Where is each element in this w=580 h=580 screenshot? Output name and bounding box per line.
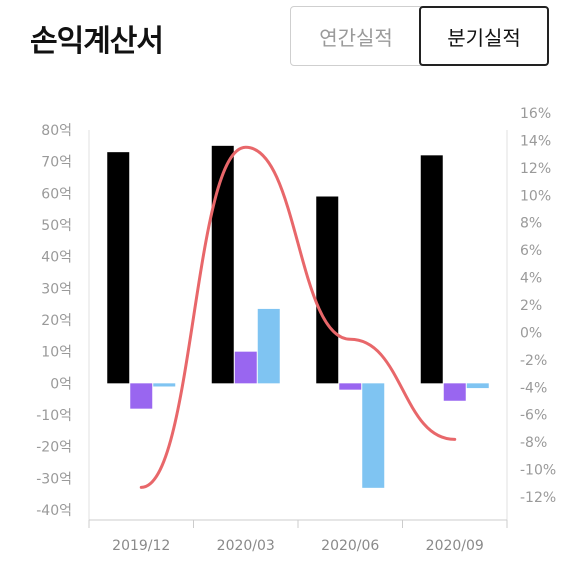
bar bbox=[466, 383, 489, 389]
left-tick-label: -10억 bbox=[36, 408, 72, 424]
bar bbox=[420, 155, 443, 384]
left-tick-label: -20억 bbox=[36, 440, 72, 456]
right-tick-label: -8% bbox=[520, 435, 547, 451]
tab-annual[interactable]: 연간실적 bbox=[319, 25, 393, 50]
left-tick-label: 40억 bbox=[41, 250, 72, 266]
right-tick-label: -4% bbox=[520, 380, 547, 396]
left-axis: 80억 70억 60억 50억 40억 30억 20억 10억 0억 -10억 -20억 -30억 -4… bbox=[36, 123, 90, 520]
right-tick-label: -6% bbox=[520, 408, 547, 424]
x-axis: 2019/12 2020/03 2020/06 2020/09 bbox=[88, 519, 508, 554]
x-tick-label: 2020/09 bbox=[426, 538, 484, 554]
left-tick-label: 0억 bbox=[50, 376, 72, 392]
left-tick-label: 20억 bbox=[41, 313, 72, 329]
bar bbox=[257, 308, 280, 384]
right-tick-label: 14% bbox=[520, 133, 551, 149]
tab-quarterly[interactable]: 분기실적 bbox=[419, 6, 549, 66]
bar bbox=[362, 383, 385, 488]
left-tick-label: 80억 bbox=[41, 123, 72, 139]
right-tick-label: 4% bbox=[520, 271, 542, 287]
left-tick-label: 50억 bbox=[41, 218, 72, 234]
right-tick-label: 8% bbox=[520, 216, 542, 232]
bar bbox=[339, 383, 362, 390]
x-tick-label: 2020/06 bbox=[321, 538, 379, 554]
bar bbox=[316, 196, 339, 384]
right-tick-label: -12% bbox=[520, 490, 556, 506]
bar bbox=[234, 351, 257, 384]
right-tick-label: 10% bbox=[520, 188, 551, 204]
bar bbox=[130, 383, 153, 409]
right-tick-label: -10% bbox=[520, 463, 556, 479]
right-tick-label: -2% bbox=[520, 353, 547, 369]
right-tick-label: 12% bbox=[520, 161, 551, 177]
left-tick-label: 60억 bbox=[41, 186, 72, 202]
right-tick-label: 6% bbox=[520, 243, 542, 259]
left-tick-label: -30억 bbox=[36, 471, 72, 487]
line-series-path bbox=[139, 145, 457, 489]
left-tick-label: 70억 bbox=[41, 155, 72, 171]
bar bbox=[153, 383, 176, 387]
bar bbox=[443, 383, 466, 401]
left-tick-label: 30억 bbox=[41, 281, 72, 297]
right-tick-label: 16% bbox=[520, 106, 551, 122]
bar bbox=[107, 152, 130, 384]
right-axis: 16% 14% 12% 10% 8% 6% 4% 2% 0% -2% -4% -6% -8% -10% -1… bbox=[506, 106, 556, 520]
period-toggle: 연간실적 분기실적 bbox=[290, 6, 549, 66]
x-tick-label: 2020/03 bbox=[217, 538, 275, 554]
right-tick-label: 2% bbox=[520, 298, 542, 314]
bar bbox=[211, 145, 234, 384]
left-tick-label: -40억 bbox=[36, 503, 72, 519]
right-tick-label: 0% bbox=[520, 325, 542, 341]
x-tick-label: 2019/12 bbox=[112, 538, 170, 554]
bar-series bbox=[107, 145, 489, 488]
line-series bbox=[139, 145, 457, 489]
left-tick-label: 10억 bbox=[41, 345, 72, 361]
page-title: 손익계산서 bbox=[30, 24, 164, 59]
